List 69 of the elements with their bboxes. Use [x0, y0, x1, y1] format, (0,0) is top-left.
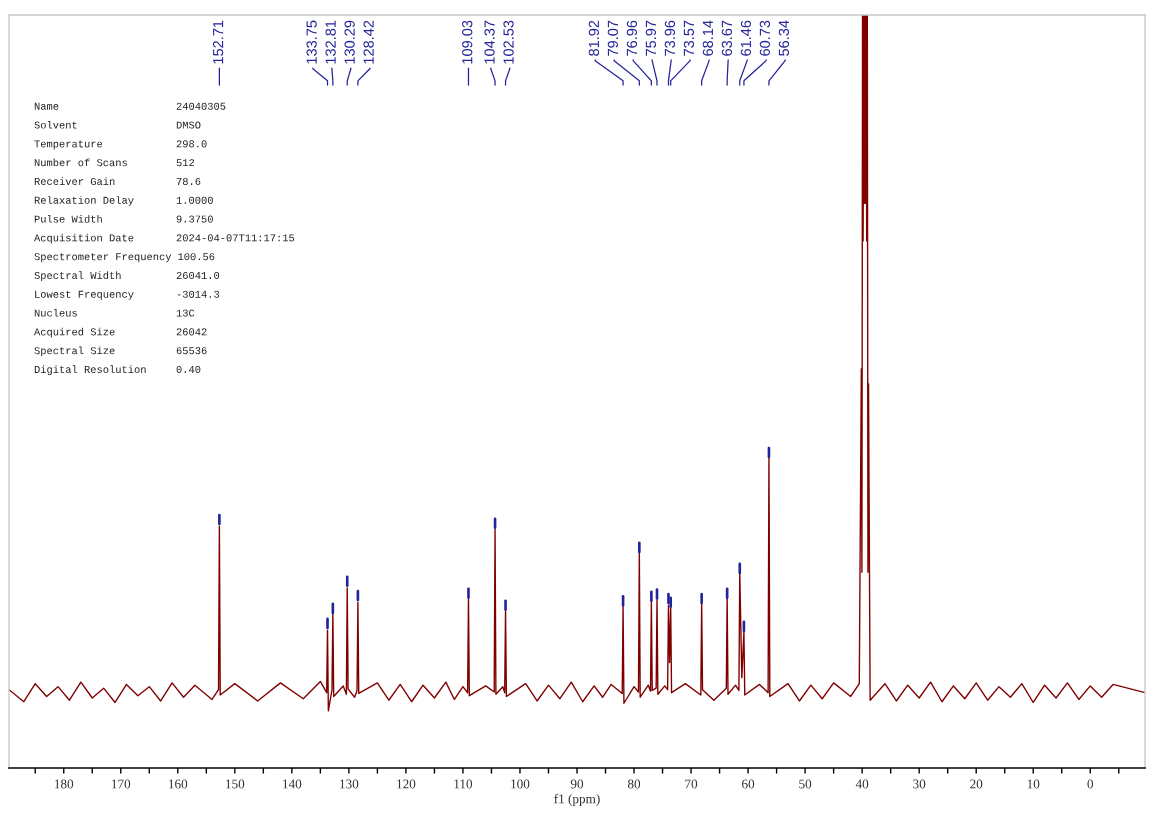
annotation: 152.71	[212, 20, 224, 64]
annotation: 73.96	[664, 20, 676, 56]
x-tick-label: 90	[570, 779, 584, 789]
annotation: 68.14	[702, 20, 714, 56]
x-tick-label: 80	[627, 779, 641, 789]
annotation: 65536	[176, 347, 207, 355]
annotation: Pulse Width	[34, 214, 102, 223]
annotation: 26041.0	[176, 271, 220, 279]
annotation: 75.97	[645, 20, 657, 56]
x-tick-label: 130	[340, 779, 359, 789]
annotation: Solvent	[34, 120, 77, 129]
annotation: 0.40	[176, 365, 201, 373]
annotation: 298.0	[176, 140, 207, 148]
annotation: 63.67	[721, 20, 733, 56]
x-tick-label: 170	[112, 779, 131, 789]
annotation: 78.6	[176, 177, 201, 185]
annotation: 1.0000	[176, 196, 213, 204]
annotation: Number of Scans	[34, 158, 127, 167]
annotation: 26042	[176, 328, 207, 336]
annotation: Temperature	[34, 140, 103, 150]
annotation: 100.56	[178, 253, 215, 261]
annotation: 102.53	[503, 20, 514, 64]
annotation: 133.75	[306, 20, 317, 64]
annotation: 132.81	[325, 20, 336, 64]
annotation: Relaxation Delay	[34, 196, 134, 206]
x-tick-label: 30	[913, 779, 926, 789]
annotation: 104.37	[484, 20, 495, 64]
x-tick-label: 160	[169, 779, 188, 789]
x-tick-label: 150	[226, 779, 245, 789]
annotation: Spectral Width	[34, 271, 121, 282]
annotation: Spectral Size	[34, 346, 115, 357]
annotation: 109.03	[462, 20, 473, 64]
annotation: Acquisition Date	[34, 233, 134, 244]
annotation: 9.3750	[176, 215, 213, 223]
x-tick-label: 40	[855, 779, 869, 789]
annotation: Spectrometer Frequency	[34, 253, 172, 263]
annotation: 73.57	[683, 20, 695, 56]
annotation: 81.92	[588, 20, 600, 56]
annotation: 76.96	[626, 20, 638, 56]
annotation: Nucleus	[34, 308, 77, 317]
annotation: 128.42	[363, 20, 374, 64]
x-tick-label: 120	[397, 779, 416, 789]
annotation: Receiver Gain	[34, 177, 115, 185]
x-tick-label: 110	[454, 779, 473, 789]
annotation: 130.29	[344, 20, 355, 64]
x-tick-label: 20	[970, 779, 983, 789]
annotation: 79.07	[607, 20, 619, 56]
x-tick-label: 100	[511, 779, 530, 789]
annotation: DMSO	[176, 121, 201, 129]
x-tick-label: 10	[1027, 779, 1040, 789]
annotation: 13C	[176, 309, 195, 317]
x-tick-label: 60	[742, 779, 755, 789]
annotation: 512	[176, 159, 195, 167]
x-tick-label: 70	[685, 779, 698, 789]
annotation: Digital Resolution	[34, 365, 146, 376]
annotation: 2024-04-07T11:17:15	[176, 234, 295, 242]
x-tick-label: 0	[1087, 779, 1094, 789]
annotation: Lowest Frequency	[35, 290, 134, 300]
annotation: 61.46	[740, 20, 752, 56]
annotation: 60.73	[759, 20, 771, 56]
x-tick-label: 50	[799, 779, 812, 789]
x-axis-title: f1 (ppm)	[554, 793, 600, 806]
x-tick-label: 140	[283, 779, 302, 789]
annotation: 24040305	[176, 102, 226, 110]
annotation: -3014.3	[177, 290, 220, 298]
annotation: 56.34	[778, 20, 790, 56]
annotation: Name	[34, 102, 59, 110]
x-tick-label: 180	[55, 779, 74, 789]
annotation: Acquired Size	[34, 327, 115, 338]
